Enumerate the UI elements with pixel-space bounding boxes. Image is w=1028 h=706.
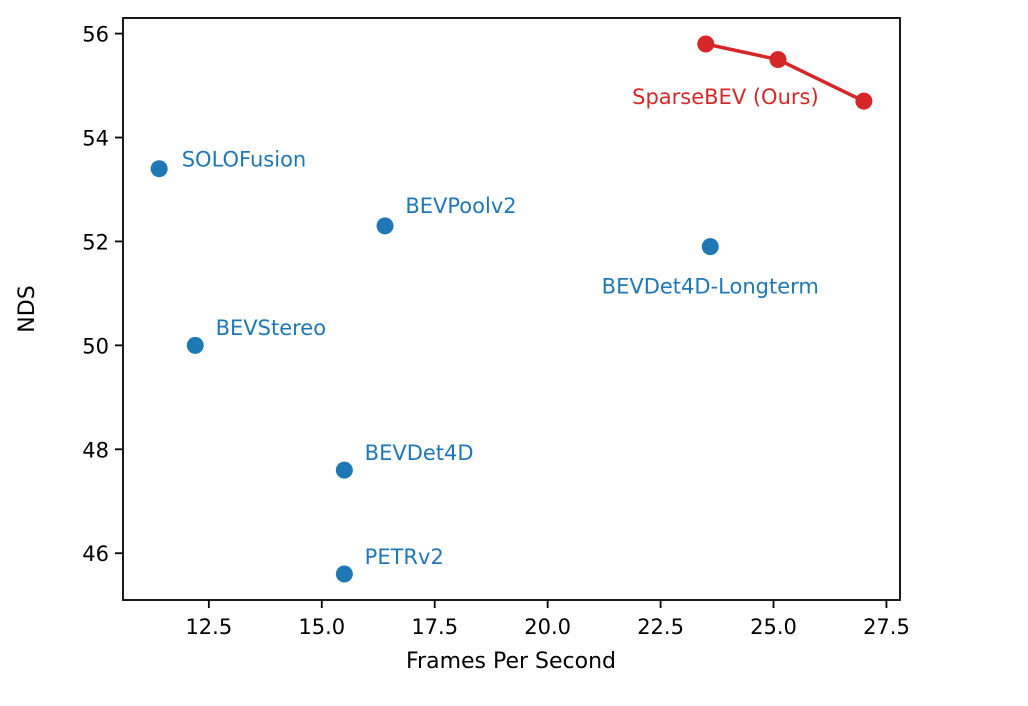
y-tick-label: 52 xyxy=(82,230,109,254)
series-label-petrv2: PETRv2 xyxy=(365,545,444,569)
series-label-bevpoolv2: BEVPoolv2 xyxy=(405,194,516,218)
data-point-bevstereo xyxy=(186,336,204,354)
data-point-solofusion xyxy=(150,160,168,178)
x-tick-label: 25.0 xyxy=(750,615,797,639)
y-tick-label: 46 xyxy=(82,542,109,566)
series-label-sparsebev-ours: SparseBEV (Ours) xyxy=(632,85,819,109)
y-axis-label: NDS xyxy=(15,285,40,332)
x-tick-label: 20.0 xyxy=(524,615,571,639)
y-tick-label: 48 xyxy=(82,438,109,462)
data-point-sparsebev-ours xyxy=(697,35,715,53)
plot-area: 12.5 15.0 17.5 20.0 22.5 25.0 27.5 46 48 50 52 54 56… xyxy=(82,17,910,639)
data-point-bevpoolv2 xyxy=(376,217,394,235)
x-tick-label: 17.5 xyxy=(411,615,458,639)
x-tick-label: 12.5 xyxy=(185,615,232,639)
series-label-solofusion: SOLOFusion xyxy=(182,147,307,171)
x-tick-label: 22.5 xyxy=(637,615,684,639)
x-tick-label: 27.5 xyxy=(863,615,910,639)
data-point-sparsebev-ours xyxy=(769,51,787,69)
series-label-bevstereo: BEVStereo xyxy=(216,316,326,340)
x-axis-label: Frames Per Second xyxy=(406,649,616,674)
data-point-bevdet4d-longterm xyxy=(701,238,719,256)
y-tick-label: 56 xyxy=(82,23,109,47)
data-point-sparsebev-ours xyxy=(855,92,873,110)
data-point-petrv2 xyxy=(335,565,353,583)
series-label-bevdet4d-longterm: BEVDet4D-Longterm xyxy=(602,275,819,299)
y-tick-label: 50 xyxy=(82,334,109,358)
data-point-bevdet4d xyxy=(335,461,353,479)
series-label-bevdet4d: BEVDet4D xyxy=(365,441,474,465)
x-tick-label: 15.0 xyxy=(298,615,345,639)
y-tick-label: 54 xyxy=(82,127,109,151)
axes-box xyxy=(122,17,901,601)
